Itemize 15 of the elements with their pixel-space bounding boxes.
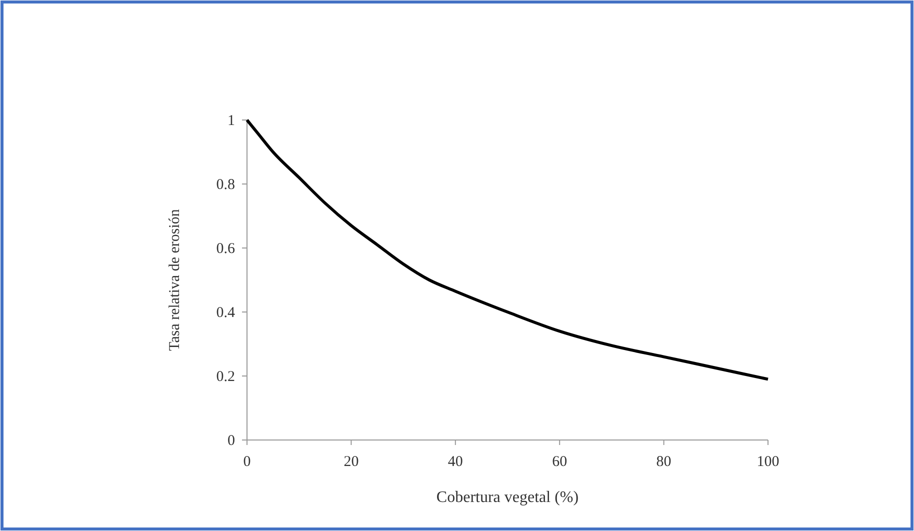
x-tick-label: 20 bbox=[344, 454, 359, 470]
x-tick-label: 0 bbox=[243, 454, 251, 470]
y-tick-label: 1 bbox=[228, 113, 235, 129]
x-tick-label: 80 bbox=[656, 454, 672, 470]
y-tick-label: 0 bbox=[228, 433, 235, 449]
y-tick-label: 0.2 bbox=[216, 369, 235, 385]
x-tick-label: 100 bbox=[756, 454, 780, 470]
y-axis-title: Tasa relativa de erosión bbox=[167, 208, 183, 351]
x-axis-title: Cobertura vegetal (%) bbox=[436, 489, 579, 506]
x-tick-label: 40 bbox=[448, 454, 463, 470]
line-series bbox=[246, 118, 770, 381]
y-tick-label: 0.4 bbox=[216, 305, 236, 321]
y-tick-label: 0.6 bbox=[216, 241, 236, 257]
x-tick-label: 60 bbox=[552, 454, 568, 470]
y-tick-label: 0.8 bbox=[216, 177, 235, 193]
